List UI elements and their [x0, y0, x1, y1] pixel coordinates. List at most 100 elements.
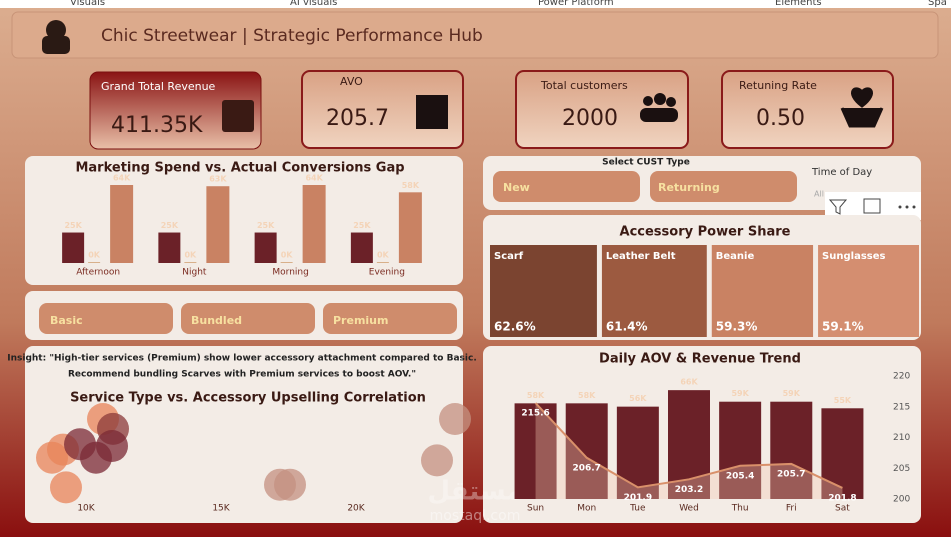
slicer-option[interactable]: New — [503, 181, 530, 194]
point — [421, 444, 453, 477]
kpi-value: 2000 — [562, 106, 618, 131]
data-label: 0K — [281, 251, 294, 260]
tab[interactable]: Power Platform — [538, 0, 614, 8]
insight: Recommend bundling Scarves with Premium … — [68, 370, 416, 380]
bar — [62, 232, 85, 263]
data-label: 55K — [834, 396, 852, 405]
slicer-value[interactable]: All — [814, 190, 824, 199]
kpi-value: 0.50 — [756, 106, 805, 131]
tile-label: Leather Belt — [606, 251, 676, 262]
data-label: 201.9 — [624, 493, 652, 503]
tile-label: Beanie — [716, 251, 755, 262]
kpi-label: Total customers — [540, 79, 628, 92]
kpi-icon — [640, 93, 678, 122]
x-tick-label: Wed — [679, 504, 699, 514]
slicer-button[interactable] — [39, 303, 173, 334]
data-label: 58K — [402, 181, 420, 190]
x-tick-label: Night — [182, 268, 207, 278]
slicer-option[interactable]: Basic — [50, 314, 83, 327]
kpi-icon — [222, 100, 254, 132]
expand-icon[interactable] — [863, 198, 881, 214]
data-label: 25K — [353, 221, 371, 230]
point — [49, 471, 82, 504]
slicer-button[interactable] — [323, 303, 457, 334]
data-label: 59K — [783, 389, 801, 398]
data-label: 25K — [161, 221, 179, 230]
slicer-option[interactable]: Bundled — [191, 314, 242, 327]
x-tick-label: Fri — [786, 504, 797, 514]
x-tick-label: Sat — [835, 504, 850, 514]
bar — [302, 185, 326, 263]
slicer-option[interactable]: Returning — [658, 181, 720, 194]
bar — [376, 262, 389, 263]
data-label: 64K — [113, 174, 131, 183]
page-title: Chic Streetwear | Strategic Performance … — [101, 26, 483, 46]
data-label: 215.6 — [521, 409, 549, 419]
slicer-button[interactable] — [650, 171, 797, 202]
data-label: 25K — [64, 221, 82, 230]
watermark: مستقل — [427, 477, 522, 507]
data-label: 205.4 — [726, 471, 754, 481]
data-label: 62.6% — [494, 320, 536, 334]
kpi-icon — [840, 87, 884, 128]
slicer-option[interactable]: Premium — [333, 314, 388, 327]
tab[interactable]: Elements — [775, 0, 822, 8]
tile-label: Scarf — [494, 251, 524, 262]
tab[interactable]: AI visuals — [290, 0, 337, 8]
bar — [719, 401, 762, 499]
filter-icon[interactable] — [828, 199, 848, 215]
slicer-title: Time of Day — [811, 167, 872, 178]
chart-title: Service Type vs. Accessory Upselling Cor… — [70, 391, 426, 406]
x-tick-label: Thu — [731, 504, 749, 514]
data-label: 59.3% — [716, 320, 758, 334]
x-tick-label: Mon — [577, 504, 596, 514]
bar — [254, 232, 277, 263]
data-label: 0K — [88, 251, 101, 260]
kpi-label: AVO — [340, 75, 363, 88]
tab[interactable]: Spa — [928, 0, 947, 8]
insight: Insight: "High-tier services (Premium) s… — [7, 354, 477, 364]
watermark: mostaql.com — [430, 508, 521, 524]
data-label: 58K — [578, 391, 596, 400]
data-label: 66K — [680, 378, 698, 387]
kpi-label: Retuning Rate — [739, 79, 817, 92]
slicer-button[interactable] — [181, 303, 315, 334]
x-tick-label: Afternoon — [76, 268, 120, 278]
x-tick-label: Morning — [272, 268, 308, 278]
tile-label: Sunglasses — [822, 251, 885, 262]
bar — [88, 262, 101, 263]
point — [439, 403, 472, 435]
data-label: 59K — [731, 389, 749, 398]
bar — [350, 232, 373, 263]
more-icon[interactable] — [898, 205, 916, 209]
y2-tick-label: 200 — [893, 495, 910, 505]
bar — [280, 262, 293, 263]
y2-tick-label: 210 — [893, 433, 910, 443]
kpi-value: 411.35K — [111, 113, 203, 138]
chart-title: Daily AOV & Revenue Trend — [599, 352, 801, 367]
data-label: 206.7 — [572, 463, 600, 473]
bar — [158, 232, 181, 263]
x-tick-label: 15K — [212, 504, 230, 514]
area — [535, 403, 843, 499]
kpi-card — [89, 71, 262, 150]
line — [534, 402, 843, 489]
bar — [616, 406, 659, 499]
data-label: 201.8 — [828, 493, 856, 503]
tab[interactable]: Visuals — [70, 0, 105, 8]
slicer-button[interactable] — [493, 171, 640, 202]
bar — [398, 192, 422, 263]
data-label: 58K — [527, 391, 545, 400]
tile — [490, 245, 597, 337]
data-label: 64K — [305, 174, 323, 183]
kpi-value: 205.7 — [326, 106, 389, 131]
ribbon — [0, 0, 951, 8]
slicer-title: Select CUST Type — [602, 158, 690, 168]
bar — [821, 408, 864, 499]
bar — [184, 262, 197, 263]
point — [274, 468, 307, 501]
data-label: 25K — [257, 221, 275, 230]
y2-tick-label: 215 — [893, 402, 910, 412]
kpi-label: Grand Total Revenue — [101, 80, 216, 93]
